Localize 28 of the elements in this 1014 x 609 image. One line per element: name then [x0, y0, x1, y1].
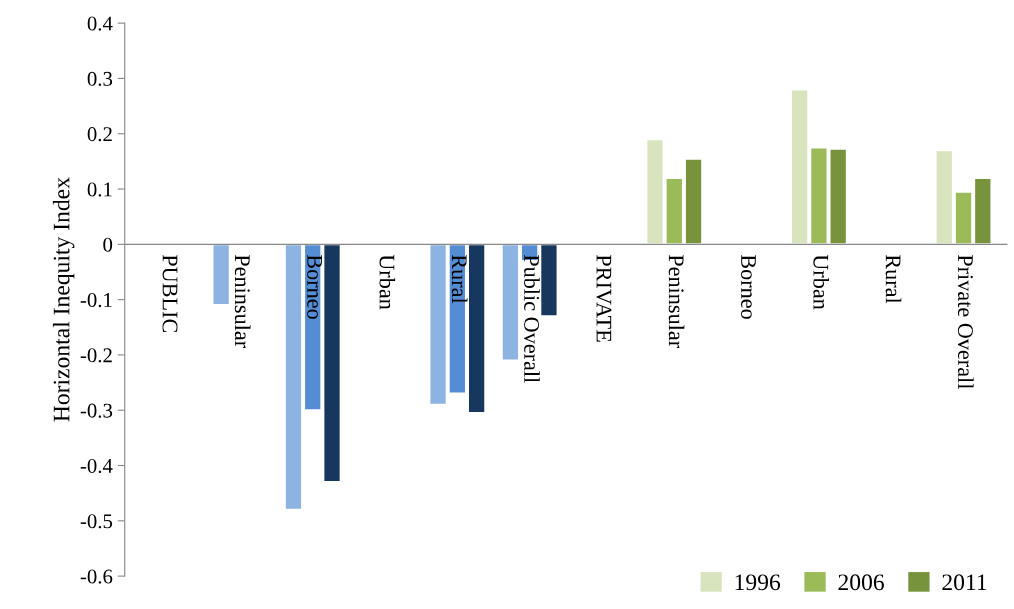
x-tick-label: Rural	[885, 254, 902, 304]
x-tick-label: Public Overall	[524, 254, 540, 383]
x-tick-label: Peninsular	[668, 254, 685, 348]
y-axis-title: Horizontal Inequity Index	[52, 177, 75, 422]
y-tick-label: 0.3	[87, 71, 113, 86]
x-tick-label: Private Overall	[957, 254, 974, 389]
bar	[211, 243, 231, 307]
y-tick-label: 0.4	[87, 16, 113, 31]
y-tick-label: -0.3	[80, 403, 113, 418]
y-tick-label: -0.6	[80, 569, 113, 584]
x-tick-label: Peninsular	[234, 254, 251, 348]
legend-label: 2006	[838, 574, 884, 591]
x-tick-label: PUBLIC	[162, 254, 178, 333]
legend-label: 2011	[942, 574, 987, 591]
x-tick-label: Urban	[379, 254, 396, 310]
y-tick-label: -0.5	[80, 514, 113, 529]
x-tick-label: Borneo	[741, 254, 756, 319]
y-tick-label: 0.1	[87, 182, 112, 197]
x-tick-label: PRIVATE	[596, 254, 612, 342]
x-tick-label: Borneo	[307, 254, 322, 319]
y-tick-label: 0.2	[87, 127, 112, 142]
x-tick-label: Urban	[813, 254, 829, 310]
y-tick-label: -0.4	[80, 458, 113, 474]
y-tick-label: 0	[103, 237, 113, 252]
y-tick-label: -0.1	[80, 293, 112, 308]
x-tick-label: Rural	[451, 254, 468, 304]
y-tick-label: -0.2	[80, 348, 112, 363]
legend-label: 1996	[735, 574, 781, 591]
